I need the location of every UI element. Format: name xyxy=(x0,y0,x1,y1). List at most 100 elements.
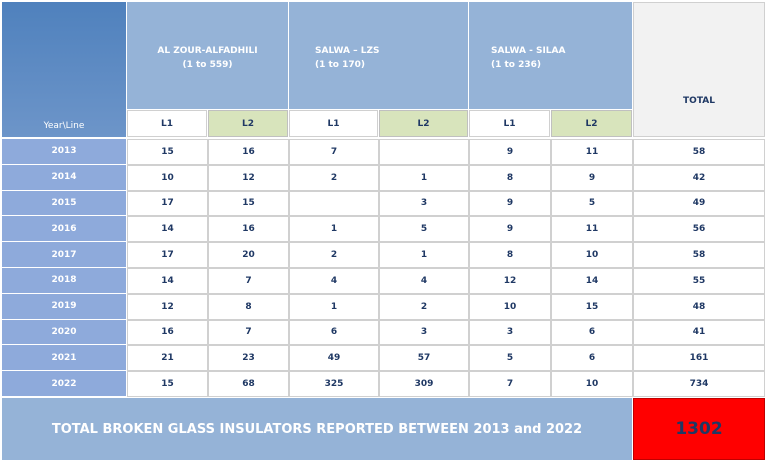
value-cell: 7 xyxy=(289,139,379,165)
value-cell: 12 xyxy=(208,164,289,191)
value-cell: 7 xyxy=(469,371,551,397)
value-cell: 3 xyxy=(379,190,469,217)
year-cell: 2018 xyxy=(2,268,126,293)
corner-header: Year\Line xyxy=(2,2,126,137)
subheader: L1 xyxy=(469,110,550,137)
value-cell xyxy=(289,190,379,217)
total-cell: 41 xyxy=(633,319,765,346)
year-cell: 2017 xyxy=(2,242,126,267)
value-cell: 6 xyxy=(551,345,633,372)
value-cell: 1 xyxy=(379,242,469,268)
group-range: (1 to 236) xyxy=(491,60,542,70)
value-cell: 6 xyxy=(289,319,379,346)
group-name: AL ZOUR-ALFADHILI xyxy=(157,46,258,56)
value-cell: 12 xyxy=(127,293,208,320)
value-cell: 16 xyxy=(127,319,208,346)
total-cell: 55 xyxy=(633,268,765,294)
value-cell: 21 xyxy=(127,345,208,372)
value-cell: 11 xyxy=(551,139,633,165)
value-cell: 23 xyxy=(208,345,289,372)
value-cell: 5 xyxy=(379,216,469,243)
value-cell: 2 xyxy=(289,164,379,191)
value-cell: 9 xyxy=(551,164,633,191)
total-header: TOTAL xyxy=(633,2,765,137)
value-cell: 14 xyxy=(551,268,633,294)
value-cell: 10 xyxy=(127,164,208,191)
value-cell: 325 xyxy=(289,371,379,397)
group-name: SALWA – LZS xyxy=(315,46,380,56)
year-cell: 2015 xyxy=(2,190,126,216)
subheader: L2 xyxy=(379,110,468,137)
value-cell: 9 xyxy=(469,216,551,243)
year-cell: 2020 xyxy=(2,319,126,345)
value-cell: 20 xyxy=(208,242,289,268)
group-range: (1 to 559) xyxy=(182,60,233,70)
value-cell: 3 xyxy=(469,319,551,346)
value-cell: 16 xyxy=(208,139,289,165)
value-cell: 5 xyxy=(551,190,633,217)
subheader: L1 xyxy=(289,110,378,137)
total-cell: 48 xyxy=(633,293,765,320)
total-cell: 56 xyxy=(633,216,765,243)
value-cell: 2 xyxy=(379,293,469,320)
value-cell: 2 xyxy=(289,242,379,268)
group-range: (1 to 170) xyxy=(315,60,366,70)
year-cell: 2014 xyxy=(2,164,126,190)
value-cell xyxy=(379,139,469,165)
total-cell: 161 xyxy=(633,345,765,372)
subheader: L2 xyxy=(551,110,632,137)
value-cell: 8 xyxy=(469,164,551,191)
value-cell: 309 xyxy=(379,371,469,397)
value-cell: 10 xyxy=(551,242,633,268)
year-cell: 2022 xyxy=(2,371,126,396)
footer-label: TOTAL BROKEN GLASS INSULATORS REPORTED B… xyxy=(2,398,632,460)
value-cell: 4 xyxy=(379,268,469,294)
total-cell: 58 xyxy=(633,242,765,268)
value-cell: 1 xyxy=(289,293,379,320)
year-cell: 2013 xyxy=(2,139,126,164)
value-cell: 15 xyxy=(208,190,289,217)
value-cell: 15 xyxy=(127,371,208,397)
value-cell: 6 xyxy=(551,319,633,346)
value-cell: 12 xyxy=(469,268,551,294)
year-cell: 2016 xyxy=(2,216,126,242)
value-cell: 1 xyxy=(289,216,379,243)
value-cell: 10 xyxy=(469,293,551,320)
value-cell: 9 xyxy=(469,139,551,165)
total-cell: 49 xyxy=(633,190,765,217)
group-name: SALWA - SILAA xyxy=(491,46,566,56)
subheader: L1 xyxy=(127,110,207,137)
value-cell: 14 xyxy=(127,216,208,243)
total-cell: 734 xyxy=(633,371,765,397)
total-cell: 58 xyxy=(633,139,765,165)
value-cell: 16 xyxy=(208,216,289,243)
group-header: SALWA - SILAA (1 to 236) xyxy=(469,2,632,109)
value-cell: 4 xyxy=(289,268,379,294)
value-cell: 14 xyxy=(127,268,208,294)
year-cell: 2019 xyxy=(2,293,126,319)
value-cell: 7 xyxy=(208,319,289,346)
group-header: AL ZOUR-ALFADHILI (1 to 559) xyxy=(127,2,288,109)
value-cell: 9 xyxy=(469,190,551,217)
total-cell: 42 xyxy=(633,164,765,191)
value-cell: 15 xyxy=(551,293,633,320)
value-cell: 8 xyxy=(469,242,551,268)
footer-value: 1302 xyxy=(633,398,765,460)
value-cell: 49 xyxy=(289,345,379,372)
value-cell: 5 xyxy=(469,345,551,372)
value-cell: 57 xyxy=(379,345,469,372)
value-cell: 10 xyxy=(551,371,633,397)
value-cell: 8 xyxy=(208,293,289,320)
year-cell: 2021 xyxy=(2,345,126,371)
value-cell: 17 xyxy=(127,190,208,217)
value-cell: 1 xyxy=(379,164,469,191)
value-cell: 68 xyxy=(208,371,289,397)
value-cell: 15 xyxy=(127,139,208,165)
group-header: SALWA – LZS (1 to 170) xyxy=(289,2,468,109)
value-cell: 3 xyxy=(379,319,469,346)
subheader: L2 xyxy=(208,110,288,137)
value-cell: 11 xyxy=(551,216,633,243)
value-cell: 7 xyxy=(208,268,289,294)
value-cell: 17 xyxy=(127,242,208,268)
